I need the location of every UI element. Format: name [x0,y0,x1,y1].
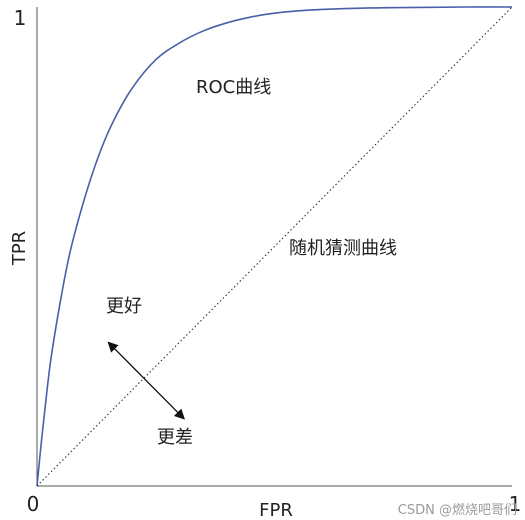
better-worse-arrow [107,341,185,420]
x-tick-0: 0 [27,492,40,516]
worse-label: 更差 [157,427,193,448]
better-label: 更好 [106,296,142,317]
x-axis-label: FPR [259,500,293,520]
random-line-label: 随机猜测曲线 [289,238,397,259]
y-axis-label: TPR [9,231,30,266]
random-guess-line [36,6,513,487]
roc-curve-label: ROC曲线 [196,77,271,98]
watermark: CSDN @燃烧吧哥们 [397,503,517,518]
y-tick-1: 1 [14,6,27,30]
x-tick-1: 1 [509,492,522,516]
roc-curve [36,6,513,487]
